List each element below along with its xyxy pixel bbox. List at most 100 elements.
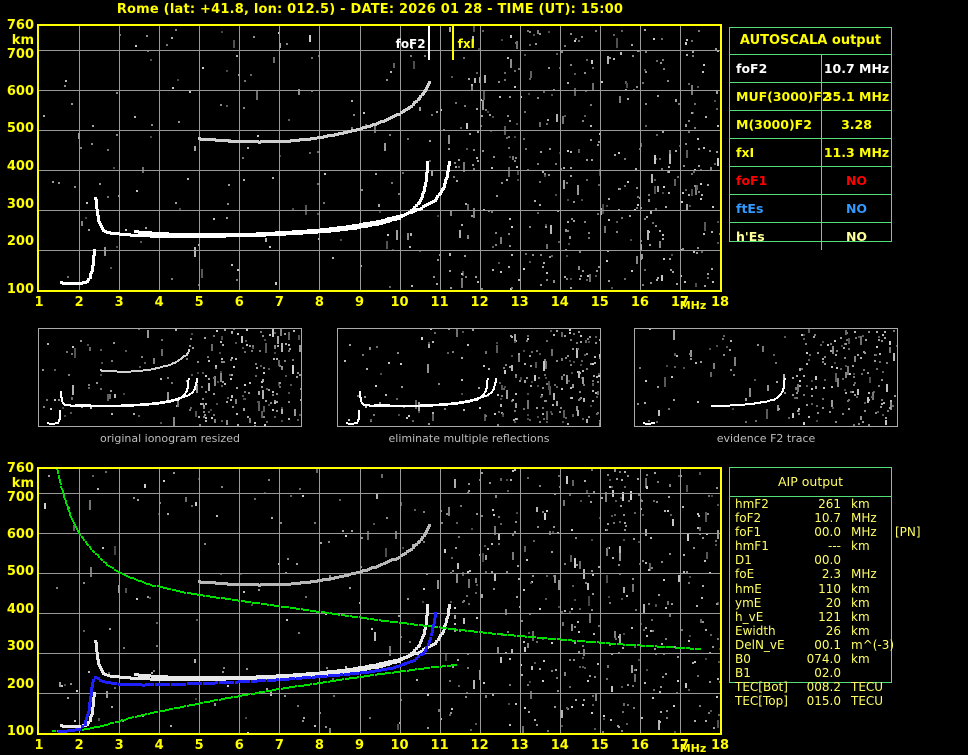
noise-pixel [544,513,547,521]
trace-point [419,653,423,657]
trace-point [179,358,182,361]
noise-pixel [204,416,207,419]
noise-pixel [858,335,861,338]
autoscala-param-value: NO [845,229,868,244]
noise-pixel [555,669,558,671]
bot-y-unit: km [11,476,34,491]
trace-point [383,672,385,675]
trace-point [275,140,279,143]
noise-pixel [276,344,279,347]
trace-point [136,673,139,677]
trace-point [374,122,377,126]
trace-point [478,396,481,399]
trace-point [481,395,484,398]
profile-plot[interactable] [37,467,722,735]
noise-pixel [853,393,856,396]
noise-pixel [878,353,881,356]
noise-pixel [508,166,511,177]
trace-point [90,727,93,730]
trace-point [144,231,148,234]
trace-point [302,231,306,235]
trace-point [175,589,178,592]
noise-pixel [70,397,73,401]
trace-point [78,405,81,407]
noise-pixel [111,413,114,416]
noise-pixel [494,526,497,536]
noise-pixel [579,275,582,278]
trace-point [440,631,444,635]
trace-point [231,139,235,143]
trace-point [404,669,407,672]
noise-pixel [616,230,619,233]
noise-pixel [605,575,608,584]
trace-point [180,590,183,593]
trace-point [336,575,340,579]
trace-point [342,678,345,681]
trace-point [160,683,164,686]
trace-point [191,677,195,681]
trace-point [99,678,103,682]
noise-pixel [868,392,871,395]
trace-point [196,677,200,681]
marker-label-fof2: foF2 [395,37,426,51]
trace-point [97,661,101,665]
noise-pixel [710,710,713,713]
noise-pixel [528,632,531,635]
mid-panel-f2-trace[interactable] [634,328,898,427]
trace-point [292,230,296,234]
noise-pixel [748,388,751,398]
trace-point [154,683,158,687]
trace-point [226,676,230,680]
trace-point [448,603,452,607]
trace-point [304,674,308,678]
trace-point [391,661,395,665]
trace-point [341,225,345,229]
trace-point [523,635,526,638]
noise-pixel [571,607,574,610]
main-ionogram-plot[interactable]: foF2 fxI [37,24,722,292]
noise-pixel [715,344,718,347]
trace-point [348,677,351,680]
noise-pixel [570,174,573,177]
noise-pixel [697,526,700,529]
grid-line-vertical [439,26,441,290]
noise-pixel [220,30,223,33]
noise-pixel [481,594,484,599]
noise-pixel [231,332,234,335]
trace-point [156,710,159,713]
trace-point [133,230,137,234]
noise-pixel [643,268,646,271]
trace-point [726,404,729,407]
noise-pixel [454,165,457,168]
noise-pixel [632,55,635,58]
trace-point [387,404,390,407]
trace-point [244,675,247,679]
trace-point [177,677,181,681]
noise-pixel [697,164,700,167]
mid-panel-no-multiples[interactable] [337,328,601,427]
noise-pixel [829,411,831,413]
x-tick-18: 18 [710,738,730,753]
trace-point [486,383,489,386]
noise-pixel [673,329,676,340]
noise-pixel [234,358,237,361]
autoscala-row: MUF(3000)F2 35.1 MHz [730,83,891,111]
main-x-unit: MHz [679,299,707,312]
trace-point [236,675,240,679]
trace-point [362,665,366,669]
trace-point [341,574,345,578]
noise-pixel [529,385,532,388]
noise-pixel [668,408,671,411]
noise-pixel [289,383,292,386]
noise-pixel [272,393,275,396]
grid-line-vertical [79,26,81,290]
trace-point [278,232,282,236]
trace-point [376,121,379,125]
trace-point [416,623,419,626]
trace-point [413,205,417,209]
noise-pixel [205,402,208,405]
mid-panel-original[interactable] [38,328,302,427]
trace-point [194,233,197,237]
noise-pixel [198,423,201,426]
noise-pixel [454,162,457,165]
